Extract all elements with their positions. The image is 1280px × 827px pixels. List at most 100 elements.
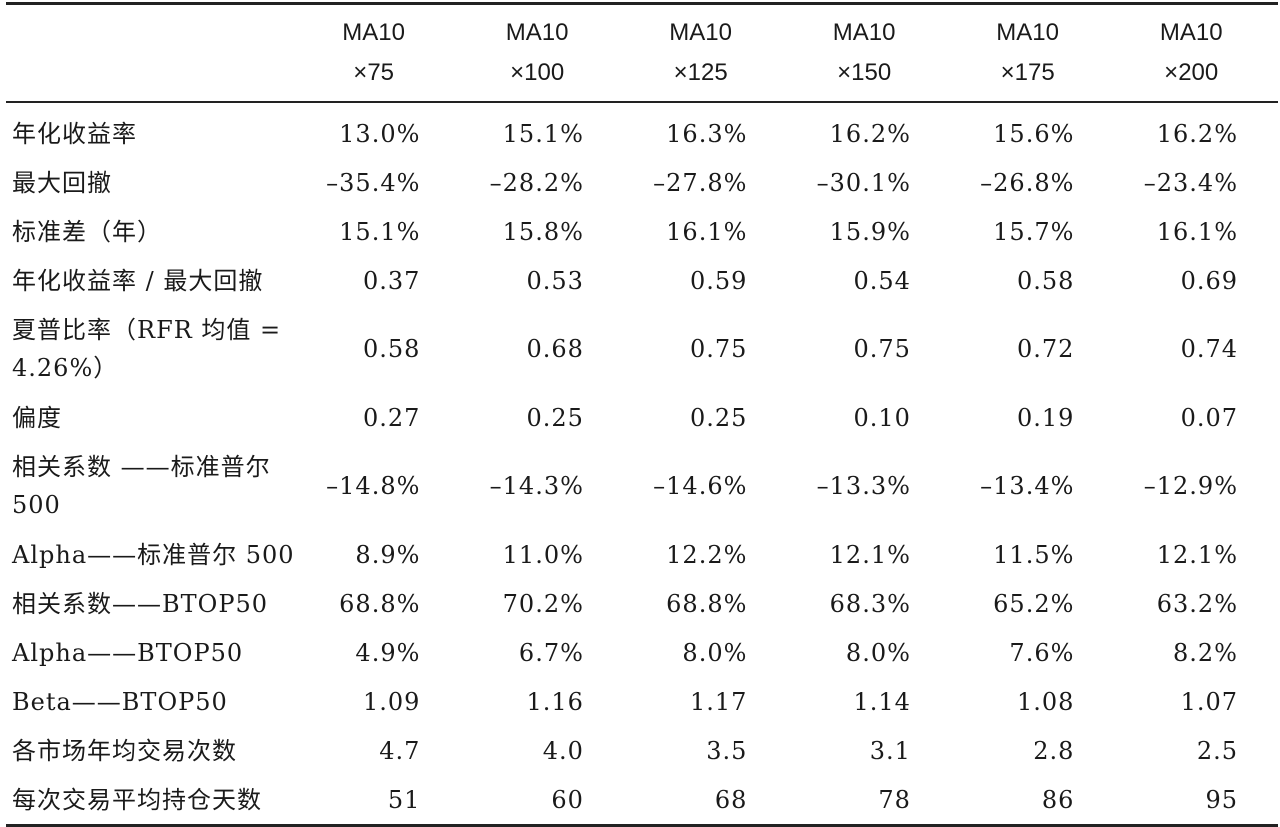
table-body: 年化收益率 13.0% 15.1% 16.3% 16.2% 15.6% 16.2…	[6, 102, 1278, 826]
table-cell: –27.8%	[653, 168, 748, 197]
table-cell: 11.0%	[502, 540, 584, 569]
table-cell: 86	[1041, 785, 1075, 814]
table-cell: 0.59	[689, 266, 748, 295]
column-header: MA10 ×125	[624, 4, 788, 103]
table-cell: –14.3%	[489, 472, 584, 500]
table-cell: 4.7	[379, 736, 421, 765]
table-cell: 0.69	[1180, 266, 1238, 295]
column-header: MA10 ×100	[460, 4, 624, 103]
table-cell: 16.3%	[666, 119, 748, 148]
table-cell: 0.58	[1016, 266, 1075, 295]
row-label: 标准差（年）	[12, 217, 162, 246]
table-cell: –13.3%	[816, 472, 911, 500]
table-row: 年化收益率 / 最大回撤 0.37 0.53 0.59 0.54 0.58 0.…	[6, 256, 1278, 305]
table-cell: 0.54	[853, 266, 911, 295]
table-cell: 1.07	[1180, 687, 1238, 716]
table-cell: 15.1%	[502, 119, 584, 148]
row-label: 相关系数——BTOP50	[12, 589, 269, 618]
table-cell: –30.1%	[816, 168, 911, 197]
row-label: 每次交易平均持仓天数	[12, 785, 262, 814]
table-cell: 0.53	[526, 266, 584, 295]
table-cell: 78	[878, 785, 911, 814]
table-row: 偏度 0.27 0.25 0.25 0.10 0.19 0.07	[6, 393, 1278, 442]
table-row: Alpha——标准普尔 500 8.9% 11.0% 12.2% 12.1% 1…	[6, 530, 1278, 579]
row-label: 夏普比率（RFR 均值 = 4.26%）	[12, 316, 282, 382]
row-label: Alpha——标准普尔 500	[12, 540, 295, 569]
table-cell: 68.8%	[666, 589, 748, 618]
table-cell: 1.09	[362, 687, 421, 716]
column-header-line2: ×75	[353, 59, 395, 86]
table-cell: 0.07	[1180, 403, 1238, 432]
table-cell: 3.1	[869, 736, 911, 765]
table-cell: –23.4%	[1143, 168, 1238, 197]
column-header-line2: ×100	[510, 59, 565, 86]
row-label: Beta——BTOP50	[12, 687, 228, 716]
column-header-line1: MA10	[1159, 19, 1223, 46]
column-header: MA10 ×150	[787, 4, 951, 103]
column-header-line1: MA10	[505, 19, 569, 46]
table-cell: 12.1%	[1156, 540, 1238, 569]
column-header-line1: MA10	[832, 19, 896, 46]
table-cell: 68.8%	[339, 589, 421, 618]
table-cell: –13.4%	[980, 472, 1075, 500]
table-row: 年化收益率 13.0% 15.1% 16.3% 16.2% 15.6% 16.2…	[6, 102, 1278, 158]
table-row: 相关系数——BTOP50 68.8% 70.2% 68.8% 68.3% 65.…	[6, 579, 1278, 628]
table-row: Alpha——BTOP50 4.9% 6.7% 8.0% 8.0% 7.6% 8…	[6, 628, 1278, 677]
table-cell: –28.2%	[489, 168, 584, 197]
table-cell: 0.27	[362, 403, 421, 432]
column-header-line1: MA10	[342, 19, 405, 46]
table-cell: 0.19	[1016, 403, 1075, 432]
table-cell: 1.16	[526, 687, 584, 716]
table-header: MA10 ×75 MA10 ×100 MA10 ×125 MA10 ×150 MA10 ×…	[6, 3, 1278, 103]
table-cell: 7.6%	[1009, 638, 1075, 667]
table-cell: 8.2%	[1173, 638, 1238, 667]
table-row: 最大回撤 –35.4% –28.2% –27.8% –30.1% –26.8% …	[6, 158, 1278, 207]
table-cell: 63.2%	[1156, 589, 1238, 618]
row-label: 相关系数 ——标准普尔 500	[12, 453, 271, 519]
table-cell: 2.8	[1033, 736, 1075, 765]
table-cell: –14.8%	[326, 472, 421, 500]
table-cell: 0.10	[853, 403, 911, 432]
table-cell: 51	[387, 785, 421, 814]
row-label: 年化收益率	[12, 119, 137, 148]
table-cell: 15.8%	[502, 217, 584, 246]
column-header-line2: ×200	[1164, 59, 1219, 86]
table-cell: –26.8%	[980, 168, 1075, 197]
column-header-line2: ×175	[1000, 59, 1055, 86]
table-cell: 70.2%	[502, 589, 584, 618]
table-cell: –14.6%	[653, 472, 748, 500]
table-cell: 15.9%	[829, 217, 911, 246]
column-header-line1: MA10	[996, 19, 1059, 46]
table-cell: 16.2%	[1156, 119, 1238, 148]
table-row: 各市场年均交易次数 4.7 4.0 3.5 3.1 2.8 2.5	[6, 726, 1278, 775]
table-cell: 0.72	[1016, 335, 1075, 363]
table-cell: 12.2%	[666, 540, 748, 569]
table-cell: –35.4%	[326, 168, 421, 197]
table-cell: 15.1%	[339, 217, 421, 246]
table-row: 相关系数 ——标准普尔 500 –14.8% –14.3% –14.6% –13…	[6, 442, 1278, 530]
table-cell: 16.2%	[829, 119, 911, 148]
table-cell: 11.5%	[993, 540, 1075, 569]
column-header: MA10 ×175	[951, 4, 1115, 103]
table-cell: 0.75	[689, 335, 748, 363]
table-cell: 68	[714, 785, 748, 814]
row-label: 偏度	[12, 403, 62, 432]
table-cell: 12.1%	[829, 540, 911, 569]
table-cell: 3.5	[706, 736, 748, 765]
row-label: 年化收益率 / 最大回撤	[12, 266, 264, 295]
table-cell: 6.7%	[518, 638, 584, 667]
table-cell: 1.14	[853, 687, 911, 716]
table-cell: 68.3%	[829, 589, 911, 618]
table-cell: 95	[1205, 785, 1238, 814]
table-cell: 8.0%	[682, 638, 748, 667]
performance-table: MA10 ×75 MA10 ×100 MA10 ×125 MA10 ×150 MA10 ×…	[6, 2, 1278, 827]
table-cell: 0.68	[526, 335, 584, 363]
table-row: 夏普比率（RFR 均值 = 4.26%） 0.58 0.68 0.75 0.75…	[6, 305, 1278, 393]
table-cell: 1.08	[1016, 687, 1075, 716]
table-cell: 0.25	[526, 403, 584, 432]
table-cell: 0.75	[853, 335, 911, 363]
table-cell: 0.58	[362, 335, 421, 363]
table-cell: 0.37	[362, 266, 421, 295]
table-cell: 60	[551, 785, 584, 814]
